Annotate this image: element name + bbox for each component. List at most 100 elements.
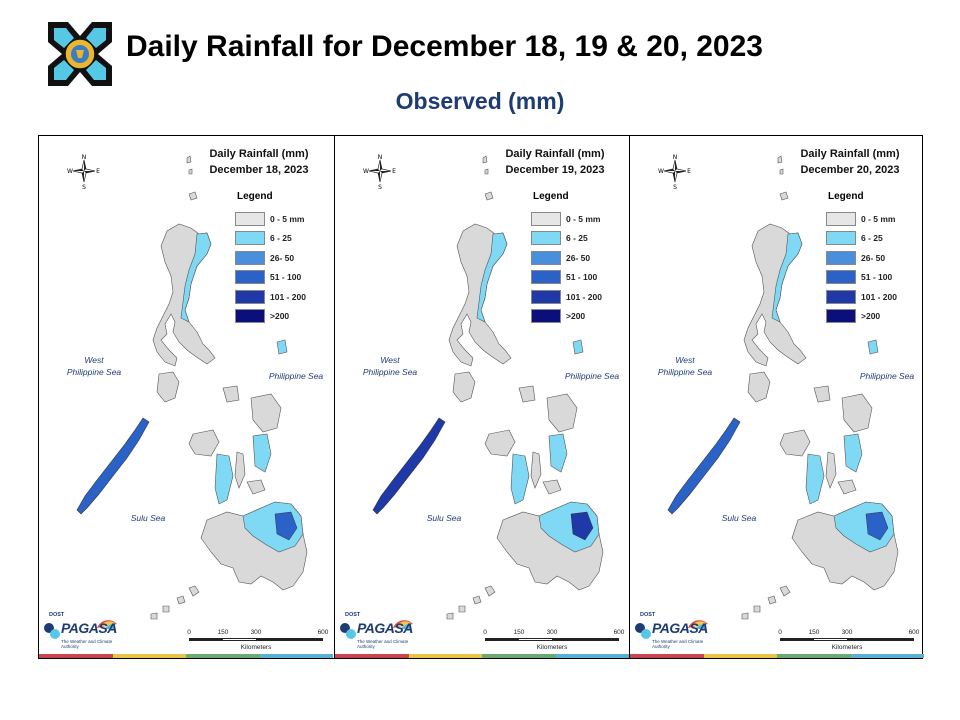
- legend-label: >200: [566, 311, 586, 322]
- legend-swatch: [235, 250, 265, 265]
- philippine-sea-label: Philippine Sea: [268, 371, 324, 381]
- compass-n-label: N: [378, 154, 383, 161]
- leyte-island: [252, 433, 272, 473]
- panay-island: [779, 429, 811, 457]
- compass-w-label: W: [67, 168, 73, 175]
- legend-label: 0 - 5 mm: [270, 213, 305, 224]
- stripe-red: [335, 654, 409, 658]
- legend-swatch: [531, 289, 561, 304]
- scale-bar: 0 150 300 600 Kilometers: [187, 629, 329, 657]
- pagasa-seal-logo: [48, 22, 112, 86]
- scale-tick-300: 300: [250, 629, 262, 636]
- legend-label: 51 - 100: [270, 272, 302, 283]
- legend-label: 6 - 25: [566, 233, 588, 244]
- west-sea-line2: Philippine Sea: [66, 367, 122, 377]
- scale-tick-600: 600: [908, 629, 920, 636]
- stripe-blue: [555, 654, 629, 658]
- batanes-islands: [186, 155, 198, 201]
- pagasa-brand-logo: DOST PAGASA The Weather and Climate Auth…: [41, 610, 121, 654]
- scale-bar-graphic: [485, 638, 619, 641]
- legend-row: 6 - 25: [826, 229, 897, 249]
- west-sea-line1: West: [675, 355, 695, 365]
- scale-tick-300: 300: [841, 629, 853, 636]
- palawan-island: [76, 417, 150, 515]
- philippines-rainfall-map: [76, 155, 308, 620]
- legend-swatch: [531, 309, 561, 324]
- cebu-island: [234, 451, 246, 489]
- legend-swatch: [235, 289, 265, 304]
- philippines-rainfall-map: [372, 155, 604, 620]
- batanes-islands: [482, 155, 494, 201]
- pagasa-brand-logo: DOST PAGASA The Weather and Climate Auth…: [632, 610, 712, 654]
- samar-island: [250, 393, 282, 433]
- west-sea-line1: West: [380, 355, 400, 365]
- color-stripe: [630, 654, 924, 658]
- legend-label: >200: [861, 311, 881, 322]
- palawan-island: [372, 417, 446, 515]
- sulu-sea-label: Sulu Sea: [130, 513, 166, 523]
- legend-label: 6 - 25: [861, 233, 883, 244]
- legend-swatch: [826, 270, 856, 285]
- scale-bar-graphic: [189, 638, 323, 641]
- mindanao-heavy-zone: [274, 511, 298, 541]
- panel-title: Daily Rainfall (mm) December 20, 2023: [780, 146, 920, 178]
- legend-swatch: [235, 211, 265, 226]
- mindoro-island: [452, 371, 476, 403]
- scale-tick-0: 0: [778, 629, 782, 636]
- legend-row: >200: [235, 307, 306, 327]
- bohol-island: [542, 479, 562, 495]
- panel-title: Daily Rainfall (mm) December 19, 2023: [485, 146, 625, 178]
- compass-rose-icon: N S W E: [658, 152, 692, 191]
- map-panel-dec20: N S W E Daily Rainfall (mm) December 20,…: [629, 136, 924, 658]
- leyte-island: [548, 433, 568, 473]
- legend-row: >200: [826, 307, 897, 327]
- negros-island: [805, 453, 825, 505]
- west-philippine-sea-label: West Philippine Sea: [650, 354, 720, 378]
- mindoro-island: [156, 371, 180, 403]
- legend-label: 26- 50: [270, 252, 295, 263]
- legend-label: 26- 50: [566, 252, 591, 263]
- scale-tick-300: 300: [546, 629, 558, 636]
- compass-n-label: N: [673, 154, 678, 161]
- legend-row: 0 - 5 mm: [235, 209, 306, 229]
- sulu-archipelago: [741, 585, 791, 620]
- panel-title-line1: Daily Rainfall (mm): [209, 148, 309, 160]
- scale-tick-0: 0: [483, 629, 487, 636]
- philippine-sea-label: Philippine Sea: [859, 371, 915, 381]
- legend-label: 101 - 200: [270, 291, 306, 302]
- compass-n-label: N: [82, 154, 87, 161]
- brand-name: PAGASA: [357, 620, 413, 636]
- scale-unit: Kilometers: [536, 644, 568, 651]
- legend-row: 6 - 25: [531, 229, 602, 249]
- brand-dost: DOST: [640, 612, 656, 618]
- legend-row: 0 - 5 mm: [826, 209, 897, 229]
- compass-s-label: S: [378, 184, 382, 190]
- scale-tick-600: 600: [613, 629, 625, 636]
- leyte-island: [843, 433, 863, 473]
- stripe-green: [482, 654, 556, 658]
- stripe-green: [186, 654, 260, 658]
- mindanao-heavy-zone: [865, 511, 889, 541]
- panel-title-date: December 20, 2023: [800, 164, 900, 176]
- batanes-islands: [777, 155, 789, 201]
- color-stripe: [335, 654, 629, 658]
- brand-dost: DOST: [345, 612, 361, 618]
- catanduanes-island: [276, 339, 288, 355]
- sulu-sea-label: Sulu Sea: [426, 513, 462, 523]
- compass-s-label: S: [82, 184, 86, 190]
- stripe-yellow: [408, 654, 482, 658]
- scale-tick-150: 150: [513, 629, 525, 636]
- west-sea-line1: West: [84, 355, 104, 365]
- legend-label: 101 - 200: [566, 291, 602, 302]
- compass-s-label: S: [673, 184, 677, 190]
- page-subtitle: Observed (mm): [395, 88, 565, 114]
- legend-swatch: [826, 309, 856, 324]
- panel-title-date: December 18, 2023: [209, 164, 309, 176]
- legend-swatch: [235, 231, 265, 246]
- legend-label: 51 - 100: [861, 272, 893, 283]
- legend-row: 51 - 100: [826, 268, 897, 288]
- stripe-red: [630, 654, 704, 658]
- luzon-east-coast: [476, 232, 508, 323]
- mindanao-heavy-zone: [570, 511, 594, 541]
- sulu-archipelago: [150, 585, 200, 620]
